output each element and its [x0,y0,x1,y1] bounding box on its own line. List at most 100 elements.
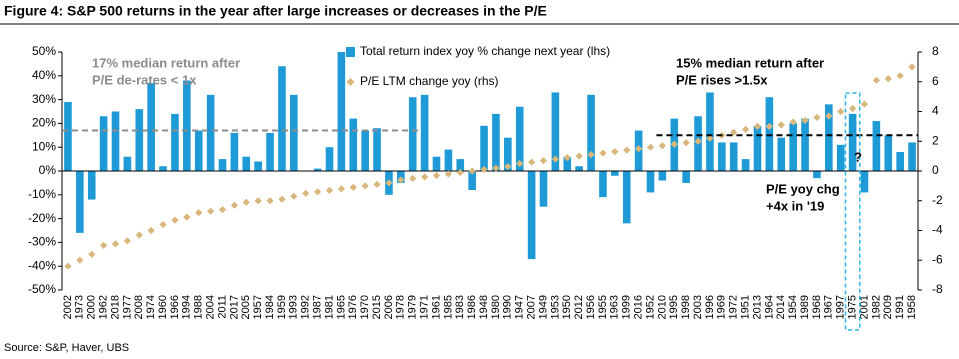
bar [313,168,322,171]
x-tick-label: 1995 [668,295,680,319]
x-tick-label: 1967 [823,295,835,319]
diamond-point [670,140,678,148]
y2-tick-label: -2 [932,193,943,207]
bar [349,118,358,171]
diamond-point [658,142,666,150]
y-tick-label: 0% [39,163,57,177]
x-tick-label: 2002 [62,295,74,319]
diamond-point [742,125,750,133]
diamond-point [516,159,524,168]
diamond-point [635,145,643,153]
bar [848,113,857,171]
diamond-point [302,189,310,197]
bar [218,159,227,171]
x-tick-label: 2017 [228,295,240,319]
diamond-point [623,146,631,154]
diamond-point [884,75,892,83]
bar [242,156,251,171]
bar [718,142,726,171]
x-tick-label: 1951 [740,295,752,319]
x-tick-label: 1962 [98,295,110,319]
bar [622,171,631,224]
y2-tick-label: 2 [932,133,939,147]
legend-label: Total return index yoy % change next yea… [360,44,610,58]
bar [682,171,690,183]
bar [194,130,203,171]
x-tick-label: 2018 [109,295,121,319]
chart-title: Figure 4: S&P 500 returns in the year af… [4,3,547,19]
x-tick-label: 1961 [430,295,442,319]
x-tick-label: 1954 [787,295,799,319]
bar [789,123,797,171]
x-tick-label: 1981 [323,295,335,319]
x-tick-label: 1987 [312,295,324,319]
bar [87,171,96,200]
x-tick-label: 2011 [216,295,228,319]
diamond-point [611,148,619,156]
highlight-box [844,92,861,331]
bar [599,171,607,198]
x-tick-label: 1966 [169,295,181,319]
x-tick-label: 1996 [704,295,716,319]
bar [741,159,750,171]
x-tick-label: 1978 [395,295,407,319]
x-tick-label: 1983 [454,295,466,319]
x-tick-label: 1948 [478,295,490,319]
legend-swatch [346,47,355,57]
diamond-point [444,170,452,178]
diamond-point [706,134,714,142]
y-tick-label: 10% [32,139,56,153]
x-tick-label: 1964 [763,295,775,319]
x-tick-label: 1977 [121,295,133,319]
x-tick-label: 2016 [633,295,645,319]
x-tick-label: 1960 [157,295,169,319]
bar [171,113,179,171]
x-tick-label: 1982 [870,295,882,319]
annotation: 17% median return after [92,55,240,70]
bar [908,142,916,171]
diamond-point [254,197,262,205]
diamond-point [207,207,215,215]
y2-tick-label: -4 [932,223,943,237]
y2-tick-label: 6 [932,74,939,88]
x-tick-label: 1958 [906,295,918,319]
x-tick-label: 1989 [799,295,811,319]
bar [432,156,441,171]
bar [896,151,904,171]
x-tick-label: 1997 [835,295,847,319]
y2-tick-label: 4 [932,104,939,118]
y2-tick-label: 8 [932,44,939,58]
x-tick-label: 2000 [86,295,98,319]
diamond-point [528,158,536,166]
y-tick-label: -30% [28,235,56,249]
diamond-point [218,206,227,214]
x-tick-label: 1971 [419,295,431,319]
diamond-point [135,231,143,239]
bar [872,121,881,171]
x-tick-label: 1976 [347,295,359,319]
x-tick-label: 2008 [133,295,145,319]
x-tick-label: 1986 [466,295,478,319]
x-tick-label: 1963 [609,295,621,319]
y2-tick-label: -8 [932,282,943,296]
x-tick-label: 2005 [240,295,252,319]
bar [408,97,417,171]
diamond-point [777,121,785,129]
bar [111,111,120,171]
diamond-point [385,179,393,187]
diamond-point [753,122,762,130]
diamond-point [183,213,191,221]
bar [64,101,72,171]
diamond-point [504,162,512,171]
diamond-point [230,201,238,209]
bar [729,142,738,171]
x-tick-label: 1969 [716,295,728,319]
x-tick-label: 1973 [74,295,86,319]
diamond-point [266,197,274,205]
diamond-point [849,104,857,113]
x-tick-label: 1950 [561,295,573,319]
bar [290,94,298,171]
annotation: P/E de-rates < 1x [92,72,197,87]
x-tick-label: 2013 [751,295,763,319]
